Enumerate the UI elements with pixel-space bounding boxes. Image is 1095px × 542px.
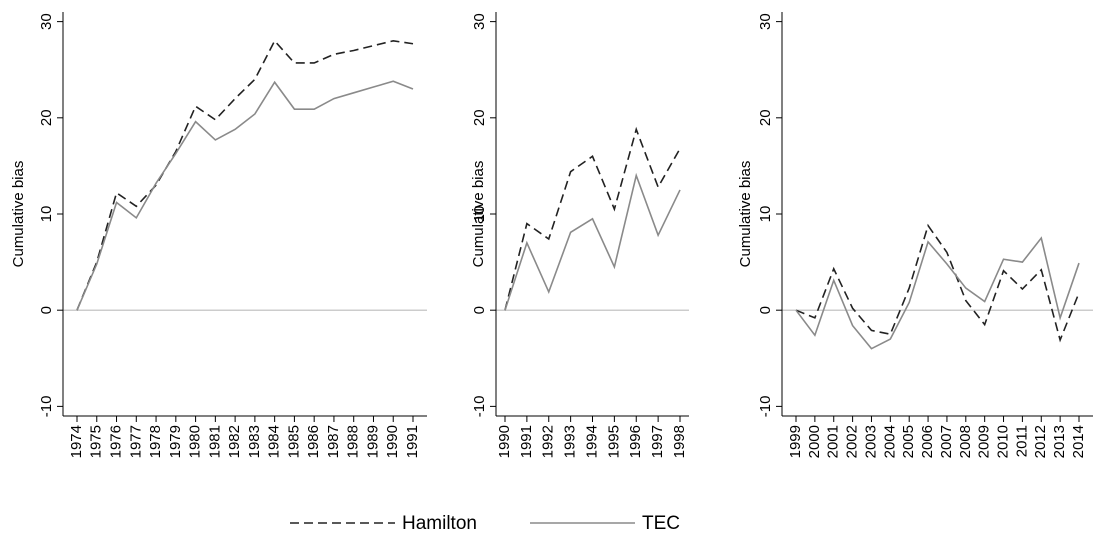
x-tick-label: 1992 bbox=[540, 425, 557, 458]
x-tick-label: 2000 bbox=[806, 425, 823, 458]
x-tick-label: 1990 bbox=[384, 425, 401, 458]
x-tick-label: 1995 bbox=[605, 425, 622, 458]
x-tick-label: 1990 bbox=[496, 425, 513, 458]
x-tick-label: 2008 bbox=[957, 425, 974, 458]
y-tick-label: -10 bbox=[757, 396, 774, 418]
x-tick-label: 2012 bbox=[1032, 425, 1049, 458]
x-tick-label: 1989 bbox=[364, 425, 381, 458]
y-tick-label: 0 bbox=[757, 306, 774, 314]
x-tick-label: 1975 bbox=[88, 425, 105, 458]
x-tick-label: 1987 bbox=[325, 425, 342, 458]
legend-label: TEC bbox=[642, 513, 680, 534]
series-line bbox=[504, 126, 681, 311]
x-tick-label: 1988 bbox=[345, 425, 362, 458]
y-tick-label: -10 bbox=[38, 396, 55, 418]
series-line bbox=[76, 39, 414, 311]
y-axis-title: Cumulative bias bbox=[470, 161, 487, 268]
x-tick-label: 1985 bbox=[285, 425, 302, 458]
x-tick-label: 1999 bbox=[787, 425, 804, 458]
x-tick-label: 2006 bbox=[919, 425, 936, 458]
x-tick-label: 1986 bbox=[305, 425, 322, 458]
y-tick-label: 10 bbox=[38, 206, 55, 223]
x-tick-label: 1984 bbox=[266, 425, 283, 458]
y-tick-label: 20 bbox=[471, 109, 488, 126]
x-tick-label: 1981 bbox=[206, 425, 223, 458]
x-tick-label: 2002 bbox=[844, 425, 861, 458]
x-tick-label: 1974 bbox=[68, 425, 85, 458]
y-tick-label: 30 bbox=[471, 13, 488, 30]
x-tick-label: 1982 bbox=[226, 425, 243, 458]
x-tick-label: 2013 bbox=[1051, 425, 1068, 458]
x-tick-label: 2009 bbox=[976, 425, 993, 458]
series-line bbox=[795, 223, 1080, 343]
x-tick-label: 2014 bbox=[1070, 425, 1087, 458]
series-line bbox=[795, 236, 1080, 350]
x-tick-label: 2005 bbox=[900, 425, 917, 458]
x-tick-label: 1979 bbox=[167, 425, 184, 458]
y-axis-title: Cumulative bias bbox=[737, 161, 754, 268]
y-tick-label: 10 bbox=[757, 206, 774, 223]
x-tick-label: 2004 bbox=[881, 425, 898, 458]
x-tick-label: 2007 bbox=[938, 425, 955, 458]
x-tick-label: 1997 bbox=[649, 425, 666, 458]
x-tick-label: 2010 bbox=[995, 425, 1012, 458]
series-line bbox=[76, 80, 414, 311]
x-tick-label: 1994 bbox=[583, 425, 600, 458]
x-tick-label: 2003 bbox=[862, 425, 879, 458]
y-tick-label: 30 bbox=[757, 13, 774, 30]
x-tick-label: 1991 bbox=[404, 425, 421, 458]
y-tick-label: 10 bbox=[471, 206, 488, 223]
x-tick-label: 1993 bbox=[562, 425, 579, 458]
y-tick-label: 0 bbox=[471, 306, 488, 314]
x-tick-label: 1998 bbox=[671, 425, 688, 458]
y-tick-label: 30 bbox=[38, 13, 55, 30]
x-tick-label: 2011 bbox=[1013, 425, 1030, 457]
x-tick-label: 1980 bbox=[187, 425, 204, 458]
y-tick-label: -10 bbox=[471, 396, 488, 418]
y-tick-label: 0 bbox=[38, 306, 55, 314]
x-tick-label: 1996 bbox=[627, 425, 644, 458]
series-line bbox=[504, 172, 681, 311]
x-tick-label: 2001 bbox=[825, 425, 842, 458]
x-tick-label: 1976 bbox=[107, 425, 124, 458]
y-tick-label: 20 bbox=[38, 109, 55, 126]
x-tick-label: 1978 bbox=[147, 425, 164, 458]
y-axis-title: Cumulative bias bbox=[10, 161, 27, 268]
x-tick-label: 1977 bbox=[127, 425, 144, 458]
x-tick-label: 1991 bbox=[518, 425, 535, 458]
x-tick-label: 1983 bbox=[246, 425, 263, 458]
y-tick-label: 20 bbox=[757, 109, 774, 126]
legend-label: Hamilton bbox=[402, 513, 477, 534]
